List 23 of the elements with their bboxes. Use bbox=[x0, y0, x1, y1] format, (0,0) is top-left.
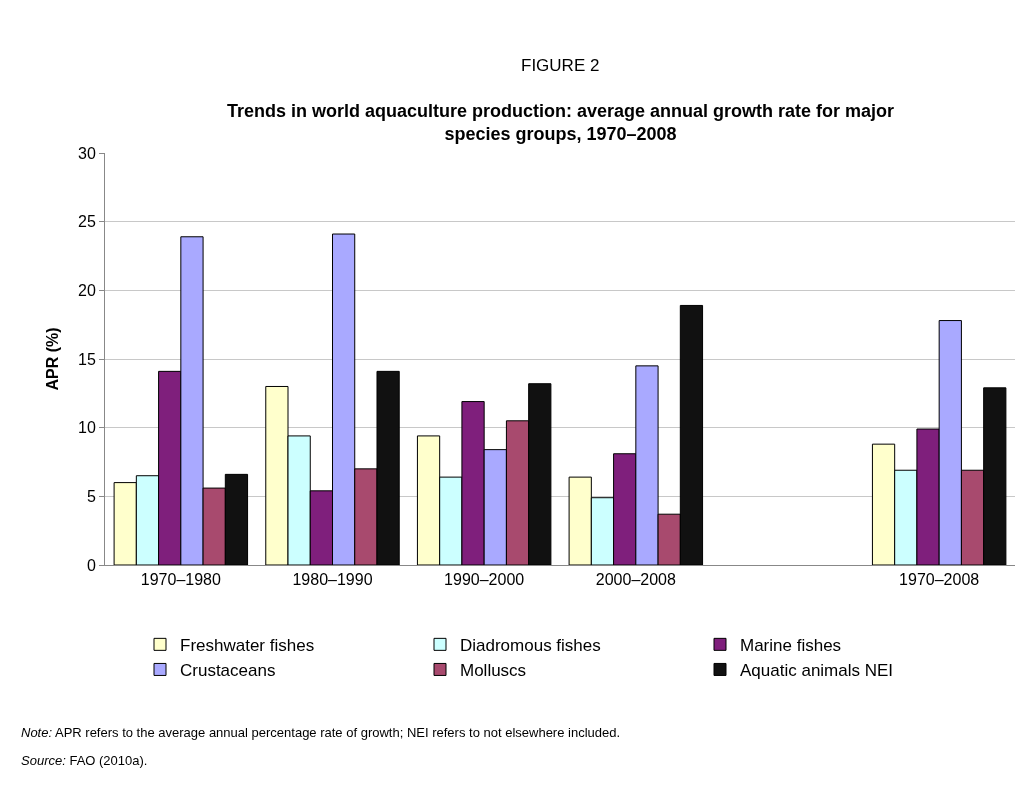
y-axis-title: APR (%) bbox=[43, 327, 61, 391]
x-tick-label: 1970–2008 bbox=[899, 571, 980, 589]
x-tick-label: 1990–2000 bbox=[444, 571, 525, 589]
source-note: Source: FAO (2010a). bbox=[21, 753, 148, 768]
x-tick-label: 1980–1990 bbox=[292, 571, 373, 589]
legend-label: Aquatic animals NEI bbox=[740, 661, 894, 681]
y-tick-label: 0 bbox=[86, 556, 96, 574]
y-tick-label: 25 bbox=[78, 213, 96, 231]
y-tick-label: 30 bbox=[78, 144, 96, 162]
text: Note: APR refers to the average annual percentage rate of growth; NEI refers to not elsewhere included. bbox=[21, 725, 621, 740]
legend-label: Crustaceans bbox=[180, 661, 276, 681]
y-tick-label: 5 bbox=[86, 487, 96, 505]
y-tick-label: 15 bbox=[78, 350, 96, 368]
legend-label: Molluscs bbox=[460, 661, 527, 681]
chart-subtitle: Trends in world aquaculture production: average annual growth rate for major species groups, 1970–2008 bbox=[227, 101, 895, 145]
y-tick-label: 20 bbox=[78, 281, 96, 299]
y-tick-label: 10 bbox=[78, 419, 96, 437]
legend-label: Freshwater fishes bbox=[180, 635, 315, 655]
legend-label: Diadromous fishes bbox=[460, 635, 601, 655]
chart-title: FIGURE 2 bbox=[521, 56, 600, 75]
legend-label: Marine fishes bbox=[740, 635, 842, 655]
x-tick-label: 2000–2008 bbox=[595, 571, 676, 589]
x-tick-label: 1970–1980 bbox=[140, 571, 221, 589]
